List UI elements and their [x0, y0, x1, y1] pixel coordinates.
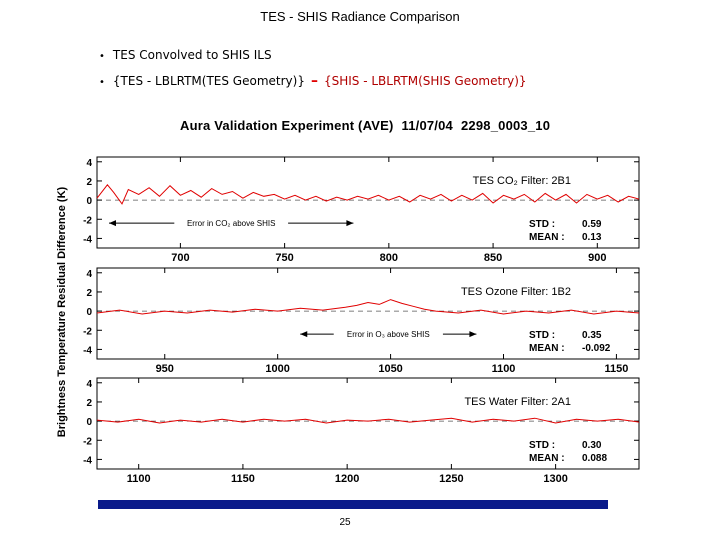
residual-series-line — [96, 184, 640, 205]
plot-frame — [96, 267, 640, 360]
x-tick-label: 800 — [380, 252, 398, 264]
x-tick-label: 1250 — [439, 473, 463, 485]
formula-tes-part: {TES - LBLRTM(TES Geometry)} — [112, 74, 305, 88]
figure-title-date: 11/07/04 — [401, 118, 453, 133]
y-tick-label: -2 — [83, 436, 92, 447]
panel-label: TES Ozone Filter: 1B2 — [461, 286, 571, 298]
std-value: 0.30 — [582, 440, 602, 451]
mean-label: MEAN : — [529, 343, 565, 354]
x-tick-label: 700 — [171, 252, 189, 264]
footer-bar — [98, 500, 608, 509]
arrowhead-right-icon — [346, 220, 354, 227]
annotation-text: Error in CO₂ above SHIS — [187, 219, 275, 228]
x-tick-label: 1050 — [378, 363, 402, 375]
std-label: STD : — [529, 440, 555, 451]
panel-3: 4 2 0 -2 -4 1100 1150 1200 1250 1300 TES Water Fil… — [83, 377, 640, 485]
x-tick-label: 1150 — [604, 363, 628, 375]
panel-2: 4 2 0 -2 -4 950 1000 1050 1100 1150 TES Ozone Filt… — [83, 267, 640, 375]
residual-series-line — [96, 299, 640, 315]
bullet-dot-icon: • — [99, 77, 105, 88]
slide-title: TES - SHIS Radiance Comparison — [260, 9, 460, 24]
x-tick-label: 850 — [484, 252, 502, 264]
y-tick-label: 4 — [86, 269, 92, 280]
annotation-text: Error in O₃ above SHIS — [347, 330, 430, 339]
arrowhead-right-icon — [469, 331, 477, 338]
panel-1: 4 2 0 -2 -4 700 750 800 850 900 TES CO₂ Filter: 2B… — [83, 156, 640, 264]
mean-label: MEAN : — [529, 453, 565, 464]
x-tick-label: 950 — [156, 363, 174, 375]
y-tick-label: 2 — [86, 177, 92, 188]
figure-title: Aura Validation Experiment (AVE) 11/07/04… — [180, 118, 558, 133]
std-value: 0.35 — [582, 330, 602, 341]
y-tick-label: 2 — [86, 288, 92, 299]
y-tick-label: -4 — [83, 455, 92, 466]
arrowhead-left-icon — [109, 220, 116, 227]
std-label: STD : — [529, 330, 555, 341]
y-tick-label: 0 — [86, 196, 92, 207]
bullet-text: TES Convolved to SHIS ILS — [112, 48, 272, 62]
y-tick-label: 4 — [86, 158, 92, 169]
bullet-tes-convolved: • TES Convolved to SHIS ILS — [99, 48, 272, 62]
y-tick-label: -4 — [83, 345, 92, 356]
mean-label: MEAN : — [529, 232, 565, 243]
std-label: STD : — [529, 219, 555, 230]
figure-title-experiment: Aura Validation Experiment (AVE) — [180, 118, 394, 133]
y-tick-label: 0 — [86, 417, 92, 428]
y-tick-label: 2 — [86, 398, 92, 409]
formula-minus: – — [310, 73, 318, 89]
figure-title-id: 2298_0003_10 — [460, 118, 551, 133]
panel-label: TES Water Filter: 2A1 — [464, 396, 571, 408]
x-tick-label: 1200 — [335, 473, 359, 485]
mean-value: 0.088 — [582, 453, 607, 464]
plot-frame — [96, 377, 640, 470]
x-tick-label: 1000 — [265, 363, 289, 375]
y-tick-label: -4 — [83, 234, 92, 245]
x-tick-label: 750 — [275, 252, 293, 264]
y-tick-label: 0 — [86, 307, 92, 318]
y-tick-label: -2 — [83, 215, 92, 226]
x-tick-label: 900 — [588, 252, 606, 264]
x-tick-label: 1150 — [231, 473, 255, 485]
std-value: 0.59 — [582, 219, 602, 230]
bullet-residual-formula: • {TES - LBLRTM(TES Geometry)} – {SHIS - LB… — [99, 73, 527, 89]
x-tick-label: 1100 — [492, 363, 516, 375]
y-tick-label: 4 — [86, 379, 92, 390]
panel-label: TES CO₂ Filter: 2B1 — [473, 175, 571, 187]
mean-value: 0.13 — [582, 232, 602, 243]
formula-shis-part: {SHIS - LBLRTM(SHIS Geometry)} — [323, 74, 527, 88]
mean-value: -0.092 — [582, 343, 611, 354]
x-tick-label: 1300 — [543, 473, 567, 485]
residual-series-line — [96, 417, 640, 424]
y-tick-label: -2 — [83, 326, 92, 337]
plot-frame — [96, 156, 640, 249]
page-number: 25 — [339, 517, 351, 528]
bullet-dot-icon: • — [99, 51, 105, 62]
x-tick-label: 1100 — [127, 473, 151, 485]
arrowhead-left-icon — [300, 331, 308, 338]
